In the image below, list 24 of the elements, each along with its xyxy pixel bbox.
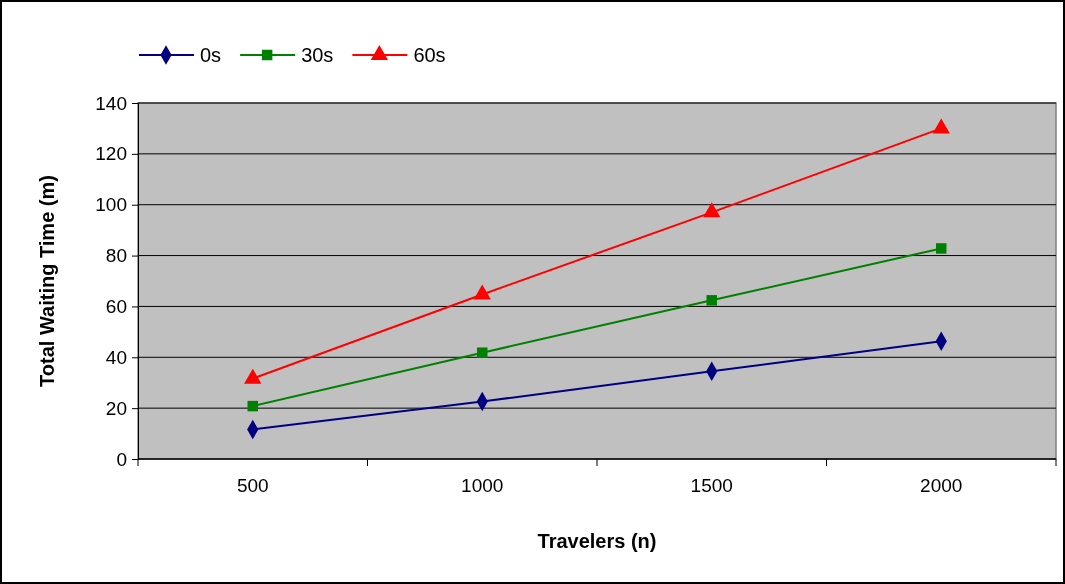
point xyxy=(247,400,258,412)
y-tick-label: 100 xyxy=(95,194,127,216)
x-tick-label: 500 xyxy=(236,475,269,497)
x-tick-label: 2000 xyxy=(920,475,963,497)
legend-label: 30s xyxy=(301,44,334,66)
y-axis-title: Total Waiting Time (m) xyxy=(36,175,58,387)
point xyxy=(473,284,491,300)
x-axis-title: Travelers (n) xyxy=(537,530,657,552)
y-tick-label: 140 xyxy=(95,92,127,114)
point xyxy=(477,347,488,358)
legend-label: 0s xyxy=(200,44,222,66)
point xyxy=(932,118,950,134)
x-tick-label: 1000 xyxy=(461,475,504,497)
x-tick-label: 1500 xyxy=(690,475,733,497)
y-tick-label: 0 xyxy=(116,448,127,470)
y-tick-label: 20 xyxy=(105,397,127,419)
y-tick-label: 60 xyxy=(105,296,127,318)
point xyxy=(936,243,947,254)
point xyxy=(703,202,721,218)
y-tick-label: 40 xyxy=(105,346,127,368)
point xyxy=(706,295,717,306)
y-tick-label: 120 xyxy=(95,143,127,165)
legend-label: 60s xyxy=(413,44,446,66)
y-tick-label: 80 xyxy=(105,245,127,267)
